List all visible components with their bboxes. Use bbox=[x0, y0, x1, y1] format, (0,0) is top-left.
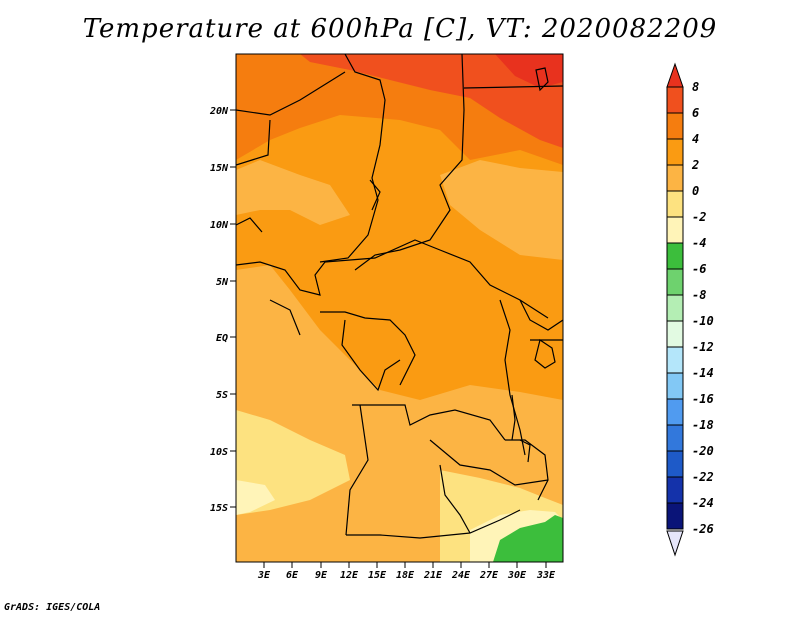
lat-label: 5N bbox=[216, 277, 229, 288]
grads-credit: GrADS: IGES/COLA bbox=[4, 602, 101, 613]
lon-label: 3E bbox=[257, 570, 271, 581]
colorbar-label: 0 bbox=[692, 184, 699, 198]
lakes bbox=[511, 67, 556, 463]
map-frame bbox=[235, 53, 564, 563]
colorbar-label: -14 bbox=[692, 366, 714, 380]
colorbar-box bbox=[666, 320, 684, 348]
lon-label: 27E bbox=[479, 570, 499, 581]
colorbar-box bbox=[666, 346, 684, 374]
colorbar-box bbox=[666, 424, 684, 452]
colorbar-label: -20 bbox=[692, 444, 714, 458]
colorbar-box bbox=[666, 164, 684, 192]
colorbar-box bbox=[666, 476, 684, 504]
field-6-to-8 bbox=[300, 54, 563, 148]
field-minus4-to-minus2 bbox=[236, 480, 275, 515]
colorbar-label: -24 bbox=[692, 496, 714, 510]
field-minus6-to-minus4 bbox=[493, 515, 563, 562]
colorbar-box bbox=[666, 294, 684, 322]
axis-ticks bbox=[230, 109, 547, 568]
colorbar-box bbox=[666, 372, 684, 400]
lat-label: 20N bbox=[209, 106, 229, 117]
lon-label: 33E bbox=[536, 570, 556, 581]
field-0-to-2-north bbox=[236, 160, 350, 225]
lat-label: 5S bbox=[216, 390, 228, 401]
colorbar-box bbox=[666, 112, 684, 140]
chart-title: Temperature at 600hPa [C], VT: 202008220… bbox=[82, 14, 718, 44]
colorbar-label: -22 bbox=[692, 470, 714, 484]
lon-label: 21E bbox=[423, 570, 443, 581]
lat-label: EQ bbox=[216, 333, 228, 344]
lat-label: 15S bbox=[210, 503, 228, 514]
lon-label: 30E bbox=[507, 570, 527, 581]
lon-label: 6E bbox=[286, 570, 299, 581]
colorbar-label: -10 bbox=[692, 314, 714, 328]
colorbar-box bbox=[666, 398, 684, 426]
colorbar-label: -4 bbox=[692, 236, 706, 250]
colorbar-box bbox=[666, 450, 684, 478]
colorbar-label: -6 bbox=[692, 262, 706, 276]
lon-label: 24E bbox=[451, 570, 471, 581]
colorbar-box bbox=[666, 242, 684, 270]
colorbar-cap-bottom bbox=[666, 530, 684, 557]
colorbar-label: 4 bbox=[692, 132, 699, 146]
colorbar-box bbox=[666, 268, 684, 296]
colorbar-box bbox=[666, 502, 684, 530]
colorbar: 8 6 4 2 0 -2 -4 -6 -8 -10 -12 -14 -16 -1… bbox=[666, 62, 714, 557]
colorbar-label: -2 bbox=[692, 210, 706, 224]
field-above-8 bbox=[495, 54, 563, 88]
colorbar-box bbox=[666, 190, 684, 218]
colorbar-box bbox=[666, 86, 684, 114]
colorbar-label: 2 bbox=[691, 158, 699, 172]
lat-label: 10S bbox=[210, 447, 228, 458]
lon-label: 15E bbox=[368, 570, 387, 581]
colorbar-label: 8 bbox=[692, 80, 699, 94]
colorbar-label: -12 bbox=[692, 340, 714, 354]
colorbar-box bbox=[666, 138, 684, 166]
colorbar-label: -18 bbox=[692, 418, 714, 432]
lat-label: 15N bbox=[210, 163, 229, 174]
field-0-to-2-east bbox=[440, 160, 563, 260]
colorbar-label: -8 bbox=[692, 288, 706, 302]
colorbar-box bbox=[666, 216, 684, 244]
lon-label: 12E bbox=[340, 570, 359, 581]
lat-label: 10N bbox=[210, 220, 229, 231]
country-borders bbox=[236, 54, 563, 539]
lon-label: 9E bbox=[315, 570, 328, 581]
colorbar-label: 6 bbox=[692, 106, 699, 120]
colorbar-label: -26 bbox=[692, 522, 714, 536]
colorbar-cap-top bbox=[666, 62, 684, 88]
lon-label: 18E bbox=[396, 570, 415, 581]
colorbar-label: -16 bbox=[692, 392, 714, 406]
